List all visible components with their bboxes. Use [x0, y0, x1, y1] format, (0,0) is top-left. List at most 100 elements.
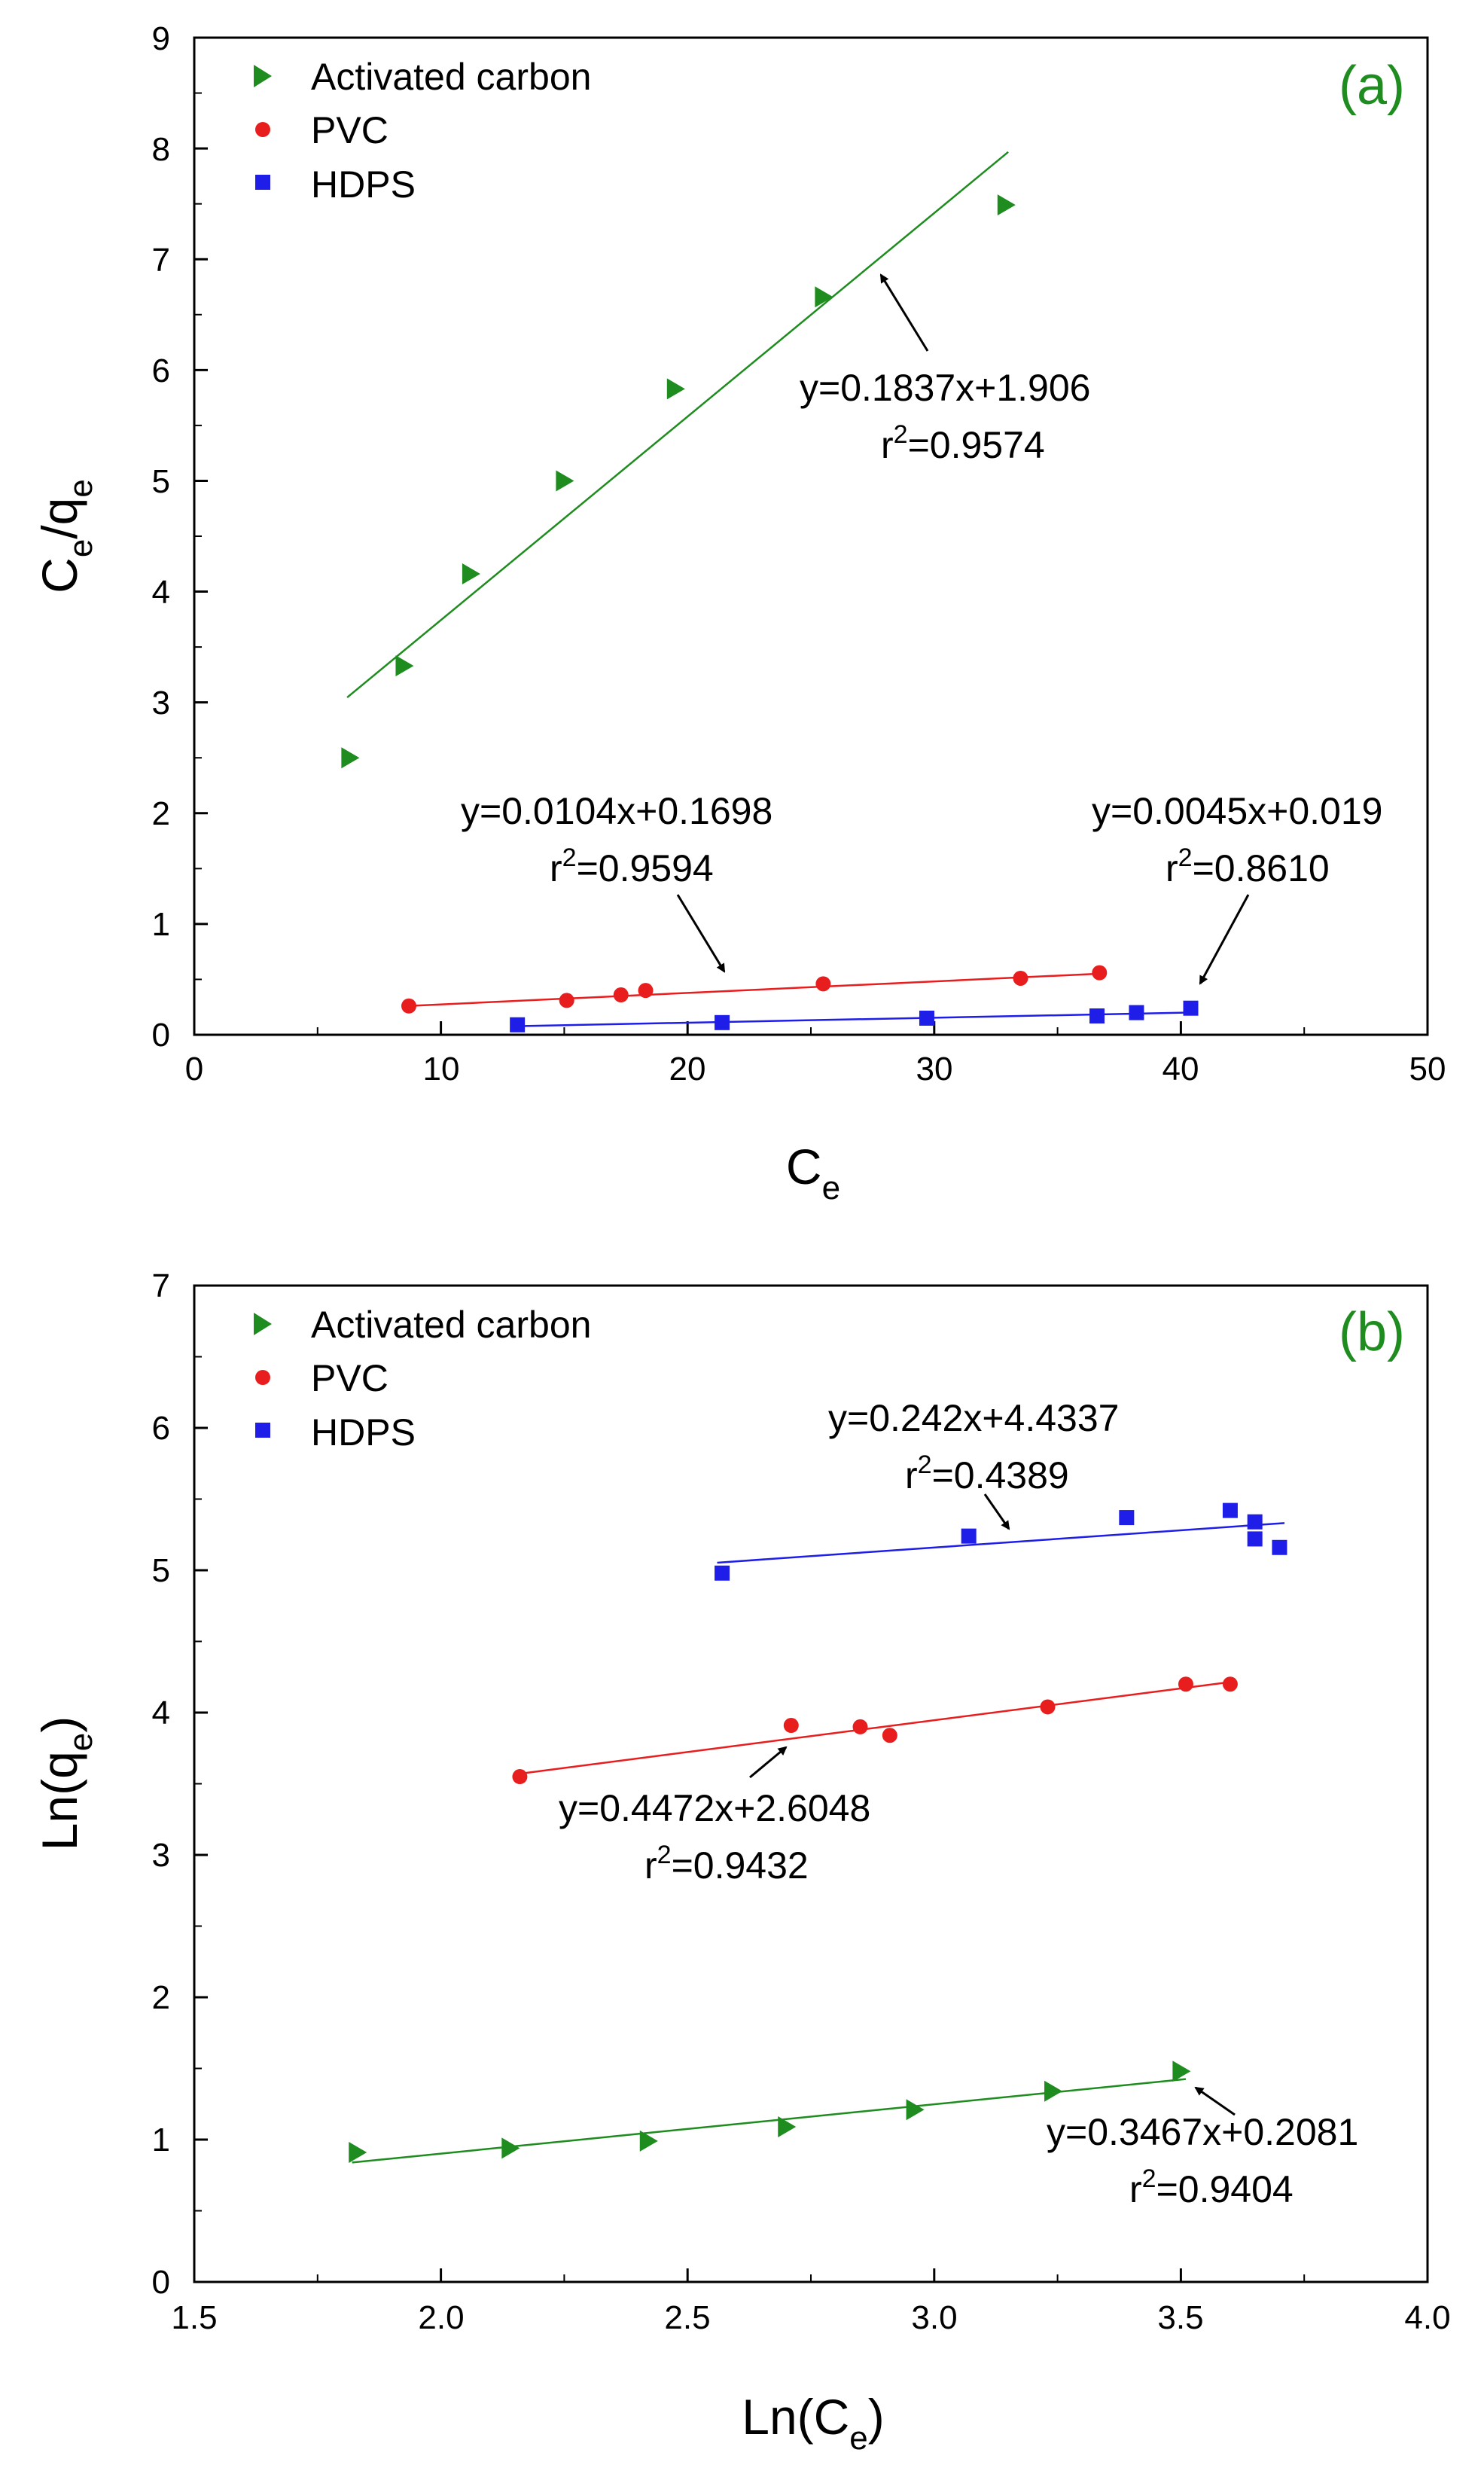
point-activated-carbon: [341, 747, 360, 769]
panel-label-a: (a): [1339, 56, 1405, 116]
y-tick-label: 5: [152, 463, 170, 500]
x-tick-labels-b: 1.5 2.0 2.5 3.0 3.5 4.0: [171, 2299, 1450, 2336]
point-activated-carbon: [906, 2099, 925, 2121]
legend-label-activated-carbon: Activated carbon: [311, 56, 591, 98]
legend-marker-hdps: [255, 175, 270, 190]
equation-pvc: y=0.0104x+0.1698: [461, 790, 772, 832]
legend-label-activated-carbon: Activated carbon: [311, 1304, 591, 1346]
point-hdps: [1089, 1008, 1105, 1023]
legend-marker-hdps: [255, 1423, 270, 1438]
annotation-activated-carbon-b: y=0.3467x+0.2081 r2=0.9404: [1047, 2086, 1358, 2210]
annotation-hdps-a: y=0.0045x+0.019 r2=0.8610: [1092, 790, 1382, 985]
x-tick-labels-a: 0 10 20 30 40 50: [185, 1051, 1446, 1088]
point-pvc: [512, 1769, 528, 1785]
y-tick-label: 6: [152, 352, 170, 389]
point-activated-carbon: [639, 2130, 658, 2152]
point-pvc: [401, 998, 417, 1014]
y-tick-labels-a: 0 1 2 3 4 5 6 7 8 9: [152, 20, 170, 1054]
legend-label-hdps: HDPS: [311, 163, 416, 206]
y-tick-label: 0: [152, 1017, 170, 1054]
r2-activated-carbon: r2=0.9574: [881, 420, 1045, 466]
point-pvc: [783, 1718, 799, 1734]
arrow-hdps: [983, 1493, 1010, 1530]
x-tick-label: 0: [185, 1051, 203, 1088]
point-pvc: [559, 993, 574, 1008]
y-tick-label: 4: [152, 574, 170, 611]
legend-label-pvc: PVC: [311, 1357, 389, 1399]
y-tick-label: 2: [152, 1979, 170, 2016]
point-activated-carbon: [1044, 2080, 1063, 2102]
x-tick-label: 2.0: [418, 2299, 464, 2336]
legend-marker-pvc: [255, 1370, 270, 1385]
r2-pvc: r2=0.9432: [644, 1841, 809, 1887]
r2-hdps: r2=0.8610: [1166, 843, 1330, 889]
equation-activated-carbon: y=0.1837x+1.906: [800, 367, 1090, 409]
point-activated-carbon: [349, 2142, 367, 2164]
x-tick-label: 4.0: [1404, 2299, 1450, 2336]
point-hdps: [1247, 1531, 1263, 1547]
point-hdps: [1222, 1502, 1238, 1518]
legend-a: Activated carbon PVC HDPS: [254, 56, 591, 206]
y-tick-label: 8: [152, 131, 170, 168]
y-tick-label: 1: [152, 906, 170, 943]
x-axis-label-b: Ln(Ce): [742, 2389, 885, 2457]
legend-marker-pvc: [255, 122, 270, 137]
point-pvc: [852, 1719, 868, 1734]
y-tick-label: 0: [152, 2264, 170, 2301]
x-tick-label: 3.0: [911, 2299, 957, 2336]
arrow-pvc: [676, 894, 726, 973]
point-activated-carbon: [997, 194, 1016, 216]
x-tick-label: 3.5: [1157, 2299, 1203, 2336]
point-hdps: [1272, 1539, 1287, 1555]
point-hdps: [961, 1528, 977, 1544]
fit-line-hdps: [717, 1522, 1285, 1564]
fit-line-hdps: [514, 1011, 1193, 1027]
arrow-activated-carbon: [879, 273, 929, 352]
y-tick-label: 3: [152, 1837, 170, 1874]
series-a: [341, 151, 1199, 1033]
point-activated-carbon: [462, 563, 480, 585]
y-tick-label: 7: [152, 242, 170, 279]
point-activated-carbon: [778, 2116, 797, 2137]
x-axis-label-a: Ce: [786, 1139, 840, 1206]
annotation-pvc-b: y=0.4472x+2.6048 r2=0.9432: [559, 1746, 870, 1887]
y-tick-label: 1: [152, 2122, 170, 2158]
x-tick-label: 1.5: [171, 2299, 217, 2336]
y-tick-labels-b: 0 1 2 3 4 5 6 7: [152, 1267, 170, 2301]
x-tick-label: 2.5: [664, 2299, 710, 2336]
point-pvc: [882, 1728, 897, 1743]
legend-label-hdps: HDPS: [311, 1411, 416, 1454]
panel-a: 0 10 20 30 40 50 0 1 2 3 4 5 6 7 8 9 Ce …: [32, 20, 1446, 1206]
point-pvc: [1013, 970, 1028, 986]
annotation-hdps-b: y=0.242x+4.4337 r2=0.4389: [828, 1397, 1119, 1530]
equation-pvc: y=0.4472x+2.6048: [559, 1787, 870, 1829]
point-pvc: [638, 983, 654, 999]
r2-activated-carbon: r2=0.9404: [1129, 2164, 1294, 2210]
point-hdps: [510, 1017, 526, 1033]
y-tick-label: 9: [152, 20, 170, 57]
point-pvc: [1040, 1699, 1056, 1715]
point-hdps: [1129, 1005, 1144, 1020]
fit-line-activated-carbon: [346, 151, 1009, 699]
equation-hdps: y=0.242x+4.4337: [828, 1397, 1119, 1439]
point-activated-carbon: [1172, 2061, 1191, 2082]
annotation-activated-carbon-a: y=0.1837x+1.906 r2=0.9574: [800, 273, 1090, 466]
x-tick-label: 40: [1163, 1051, 1199, 1088]
point-hdps: [1247, 1514, 1263, 1530]
point-activated-carbon: [395, 655, 414, 677]
x-tick-label: 30: [916, 1051, 953, 1088]
y-tick-label: 2: [152, 795, 170, 832]
x-tick-label: 50: [1409, 1051, 1446, 1088]
fit-line-pvc: [514, 1680, 1236, 1776]
x-tick-label: 10: [423, 1051, 460, 1088]
equation-activated-carbon: y=0.3467x+0.2081: [1047, 2111, 1358, 2153]
point-pvc: [1178, 1676, 1193, 1692]
y-tick-label: 4: [152, 1695, 170, 1731]
r2-hdps: r2=0.4389: [905, 1451, 1069, 1496]
series-b: [349, 1502, 1287, 2164]
y-tick-label: 7: [152, 1267, 170, 1304]
fit-line-pvc: [404, 972, 1102, 1008]
point-activated-carbon: [815, 286, 833, 308]
